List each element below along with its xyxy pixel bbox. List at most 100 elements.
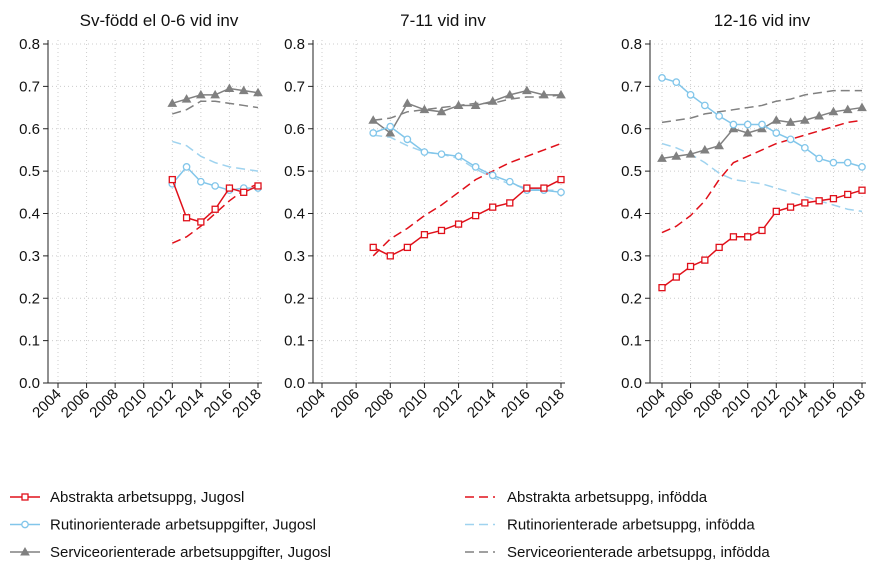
x-tick-label: 2010 [719, 386, 755, 422]
panel-title: Sv-född el 0-6 vid inv [80, 11, 239, 30]
marker [419, 104, 430, 114]
y-tick-label: 0.0 [19, 375, 40, 392]
series-line [372, 125, 562, 194]
legend-label: Rutinorienterade arbetsuppg, infödda [507, 517, 755, 534]
marker [403, 243, 412, 252]
x-tick-label: 2016 [805, 386, 841, 422]
marker [844, 190, 852, 199]
y-tick-label: 0.4 [19, 206, 40, 223]
marker [386, 122, 395, 131]
y-tick-label: 0.3 [621, 248, 642, 265]
marker [685, 149, 696, 158]
y-tick-label: 0.5 [19, 163, 40, 180]
marker [385, 127, 396, 137]
y-tick-label: 0.1 [621, 333, 642, 350]
marker [801, 143, 809, 152]
marker [858, 186, 866, 194]
legend-label: Serviceorienterade arbetsuppg, infödda [507, 544, 770, 561]
x-tick-label: 2008 [690, 386, 726, 422]
y-tick-label: 0.7 [621, 78, 642, 95]
y-tick-label: 0.6 [19, 121, 40, 138]
x-tick-label: 2018 [532, 386, 568, 422]
marker [167, 98, 178, 107]
marker [814, 111, 825, 120]
marker [470, 100, 481, 109]
panel-title: 7-11 vid inv [400, 11, 486, 30]
marker [182, 214, 191, 222]
marker [857, 102, 867, 112]
x-tick-label: 2014 [172, 386, 208, 422]
marker [368, 115, 379, 124]
marker [453, 100, 464, 109]
legend-marker [21, 520, 29, 529]
marker [403, 135, 412, 144]
marker [369, 129, 378, 137]
marker [254, 182, 262, 190]
marker [505, 177, 514, 186]
marker [437, 150, 446, 159]
y-tick-label: 0.2 [19, 290, 40, 307]
marker [489, 203, 497, 211]
marker [729, 233, 738, 241]
marker [238, 85, 249, 95]
marker [658, 74, 666, 82]
y-tick-label: 0.5 [284, 163, 305, 180]
marker [671, 151, 682, 160]
series-line [373, 94, 562, 122]
y-tick-label: 0.7 [19, 78, 40, 95]
marker [436, 106, 447, 116]
panel-title: 12-16 vid inv [714, 11, 811, 30]
x-tick-label: 2012 [143, 386, 179, 422]
marker [699, 144, 710, 154]
x-tick-label: 2008 [86, 386, 122, 422]
x-tick-label: 2014 [464, 386, 500, 422]
marker [744, 233, 752, 241]
marker [210, 89, 221, 99]
marker [815, 197, 823, 205]
x-tick-label: 2006 [327, 386, 363, 422]
marker [557, 175, 565, 184]
x-tick-label: 2018 [833, 386, 869, 422]
marker [539, 89, 549, 99]
marker [224, 83, 235, 92]
marker [715, 243, 723, 252]
marker [454, 220, 463, 228]
marker [225, 184, 234, 192]
marker [657, 153, 667, 162]
marker [842, 104, 853, 114]
marker [658, 284, 666, 292]
marker [843, 158, 852, 167]
marker [369, 243, 377, 252]
y-tick-label: 0.3 [284, 248, 305, 265]
legend-label: Serviceorienterade arbetsuppgifter, Jugo… [50, 544, 331, 561]
y-tick-label: 0.5 [621, 163, 642, 180]
marker [197, 218, 205, 226]
marker [437, 226, 446, 235]
legend-label: Rutinorienterade arbetsuppgifter, Jugosl [50, 517, 316, 534]
y-tick-label: 0.4 [284, 206, 305, 223]
legend-label: Abstrakta arbetsuppg, infödda [507, 489, 708, 506]
x-tick-label: 2010 [115, 386, 151, 422]
y-tick-label: 0.1 [19, 333, 40, 350]
y-tick-label: 0.8 [19, 36, 40, 53]
marker [786, 135, 795, 144]
marker [402, 98, 413, 107]
marker [182, 163, 191, 171]
marker [743, 120, 752, 129]
legend-label: Abstrakta arbetsuppg, Jugosl [50, 489, 244, 506]
y-tick-label: 0.4 [621, 206, 642, 223]
legend-marker [20, 546, 30, 556]
marker [556, 89, 566, 99]
y-tick-label: 0.0 [621, 375, 642, 392]
marker [195, 89, 206, 99]
x-tick-label: 2012 [430, 386, 466, 422]
marker [420, 231, 429, 239]
x-tick-label: 2010 [396, 386, 432, 422]
marker [786, 203, 795, 211]
marker [686, 262, 695, 271]
marker [742, 127, 753, 137]
marker [858, 163, 866, 171]
series-line [172, 100, 259, 115]
series-line [661, 119, 863, 234]
marker [420, 148, 429, 156]
